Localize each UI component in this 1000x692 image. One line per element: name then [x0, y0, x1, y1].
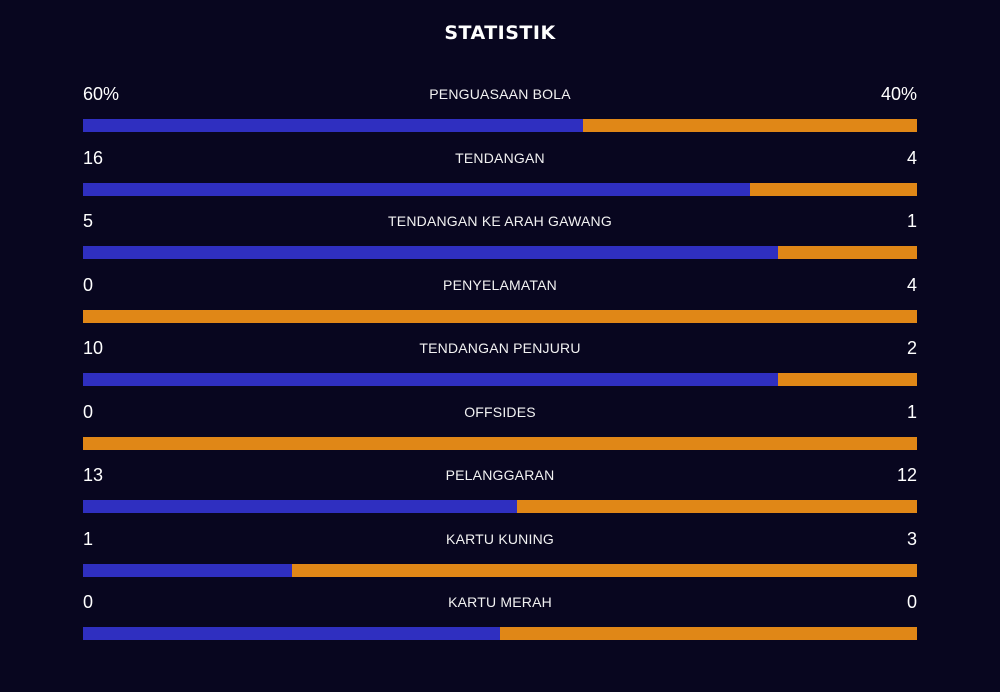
home-value: 0 [83, 592, 94, 612]
stat-row-shots: 16 TENDANGAN 4 [83, 142, 917, 206]
away-value: 1 [906, 211, 917, 231]
home-value: 60% [83, 84, 120, 104]
home-value: 5 [83, 211, 94, 231]
home-value: 10 [83, 338, 104, 358]
stat-row-offsides: 0 OFFSIDES 1 [83, 396, 917, 460]
home-bar-segment [83, 627, 500, 640]
stats-title: STATISTIK [444, 22, 556, 44]
away-value: 1 [906, 401, 917, 422]
stat-label: TENDANGAN PENJURU [419, 340, 581, 356]
away-bar-segment [583, 119, 917, 132]
home-value: 16 [83, 147, 104, 168]
comparison-bar [83, 436, 917, 450]
home-bar-segment [83, 119, 584, 132]
away-bar-segment [777, 246, 917, 259]
stat-label: PELANGGARAN [445, 467, 555, 483]
stat-row-red-cards: 0 KARTU MERAH 0 [83, 586, 917, 650]
stat-row-possession: 60% PENGUASAAN BOLA 40% [83, 78, 917, 142]
home-bar-segment [83, 563, 292, 577]
comparison-bar [83, 119, 917, 132]
stat-label: KARTU MERAH [448, 594, 552, 610]
away-value: 40% [880, 84, 917, 104]
stat-row-yellow-cards: 1 KARTU KUNING 3 [83, 523, 917, 587]
home-value: 1 [83, 528, 94, 549]
home-value: 13 [83, 465, 104, 485]
comparison-bar [83, 182, 917, 196]
away-value: 4 [906, 274, 917, 295]
comparison-bar [83, 309, 917, 323]
away-bar-segment [750, 182, 917, 196]
home-value: 0 [83, 401, 94, 422]
stat-row-corners: 10 TENDANGAN PENJURU 2 [83, 332, 917, 396]
stats-list: 60% PENGUASAAN BOLA 40% 16 TENDANGAN 4 5… [83, 78, 917, 650]
stat-label: TENDANGAN KE ARAH GAWANG [388, 213, 612, 229]
away-bar-segment [83, 309, 917, 323]
away-value: 2 [906, 338, 917, 358]
home-bar-segment [83, 500, 517, 513]
home-value: 0 [83, 274, 94, 295]
comparison-bar [83, 246, 917, 259]
away-value: 12 [896, 465, 917, 485]
stat-label: PENGUASAAN BOLA [429, 86, 571, 102]
away-value: 0 [906, 592, 917, 612]
stat-label: KARTU KUNING [446, 530, 554, 547]
stat-row-fouls: 13 PELANGGARAN 12 [83, 459, 917, 523]
away-value: 3 [906, 528, 917, 549]
away-value: 4 [906, 147, 917, 168]
comparison-bar [83, 500, 917, 513]
stat-label: PENYELAMATAN [443, 276, 557, 293]
stat-label: TENDANGAN [455, 149, 545, 166]
comparison-bar [83, 627, 917, 640]
comparison-bar [83, 563, 917, 577]
away-bar-segment [777, 373, 917, 386]
home-bar-segment [83, 182, 751, 196]
comparison-bar [83, 373, 917, 386]
away-bar-segment [516, 500, 917, 513]
away-bar-segment [291, 563, 917, 577]
home-bar-segment [83, 373, 778, 386]
stat-row-shots-on-target: 5 TENDANGAN KE ARAH GAWANG 1 [83, 205, 917, 269]
home-bar-segment [83, 246, 778, 259]
away-bar-segment [83, 436, 917, 450]
away-bar-segment [500, 627, 917, 640]
stat-label: OFFSIDES [464, 403, 536, 420]
stat-row-saves: 0 PENYELAMATAN 4 [83, 269, 917, 333]
